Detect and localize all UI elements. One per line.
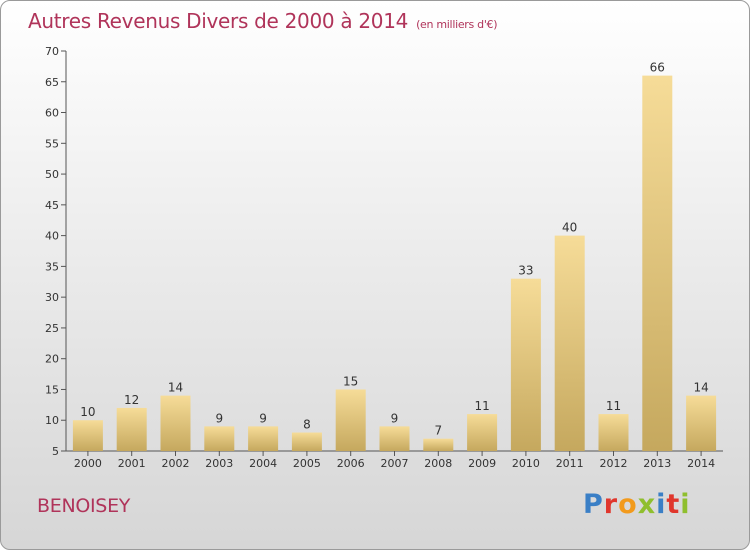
x-tick-label: 2008	[424, 457, 452, 470]
bar-value-label: 40	[562, 221, 577, 235]
chart-unit: (en milliers d'€)	[416, 18, 498, 31]
bar	[467, 414, 498, 451]
bar	[248, 426, 279, 451]
x-tick-label: 2013	[643, 457, 671, 470]
x-tick-label: 2011	[556, 457, 584, 470]
bar	[686, 395, 717, 451]
bar-value-label: 7	[434, 424, 442, 438]
logo-letter: i	[656, 489, 667, 520]
bar-value-label: 14	[693, 381, 708, 395]
y-tick-label: 65	[45, 76, 59, 89]
y-tick-label: 60	[45, 107, 59, 120]
bar	[204, 426, 235, 451]
bar	[423, 438, 454, 451]
x-tick-label: 2009	[468, 457, 496, 470]
y-tick-label: 55	[45, 137, 59, 150]
bar	[72, 420, 103, 451]
bar	[642, 75, 673, 451]
bar-value-label: 12	[124, 393, 139, 407]
logo-letter: P	[583, 489, 604, 520]
bar-value-label: 9	[215, 411, 223, 425]
x-tick-label: 2014	[687, 457, 715, 470]
x-tick-label: 2006	[337, 457, 365, 470]
y-tick-label: 30	[45, 291, 59, 304]
bar-value-label: 9	[391, 411, 399, 425]
y-tick-label: 20	[45, 353, 59, 366]
x-tick-label: 2010	[512, 457, 540, 470]
bar-value-label: 11	[474, 399, 489, 413]
y-tick-label: 35	[45, 260, 59, 273]
bar	[116, 407, 147, 451]
logo-letter: i	[680, 489, 691, 520]
logo-letter: o	[618, 489, 638, 520]
y-tick-label: 70	[45, 45, 59, 58]
commune-name: BENOISEY	[37, 495, 131, 517]
x-tick-label: 2003	[205, 457, 233, 470]
bar	[379, 426, 410, 451]
logo-letter: t	[666, 489, 681, 520]
y-tick-label: 5	[52, 445, 59, 458]
x-tick-label: 2004	[249, 457, 277, 470]
bar	[598, 414, 629, 451]
x-tick-label: 2005	[293, 457, 321, 470]
y-tick-label: 50	[45, 168, 59, 181]
bar	[291, 432, 322, 451]
bar	[510, 278, 541, 451]
chart-title: Autres Revenus Divers de 2000 à 2014 (en …	[28, 9, 498, 33]
bar	[335, 389, 366, 451]
bar-value-label: 33	[518, 264, 533, 278]
bar	[160, 395, 191, 451]
proxiti-logo: Proxiti	[583, 489, 691, 520]
logo-letter: r	[603, 489, 619, 520]
y-tick-label: 40	[45, 230, 59, 243]
y-tick-label: 15	[45, 383, 59, 396]
bar-value-label: 9	[259, 411, 267, 425]
chart-title-text: Autres Revenus Divers de 2000 à 2014	[28, 9, 409, 33]
bar-value-label: 8	[303, 418, 311, 432]
y-tick-label: 10	[45, 414, 59, 427]
bar-value-label: 11	[606, 399, 621, 413]
bar	[554, 235, 585, 451]
y-tick-label: 25	[45, 322, 59, 335]
x-tick-label: 2012	[600, 457, 628, 470]
x-tick-label: 2002	[162, 457, 190, 470]
bar-value-label: 66	[650, 61, 665, 75]
bar-value-label: 15	[343, 374, 358, 388]
x-tick-label: 2001	[118, 457, 146, 470]
x-tick-label: 2000	[74, 457, 102, 470]
bar-value-label: 10	[80, 405, 95, 419]
y-tick-label: 45	[45, 199, 59, 212]
x-tick-label: 2007	[381, 457, 409, 470]
logo-letter: x	[637, 489, 657, 520]
bar-value-label: 14	[168, 381, 183, 395]
